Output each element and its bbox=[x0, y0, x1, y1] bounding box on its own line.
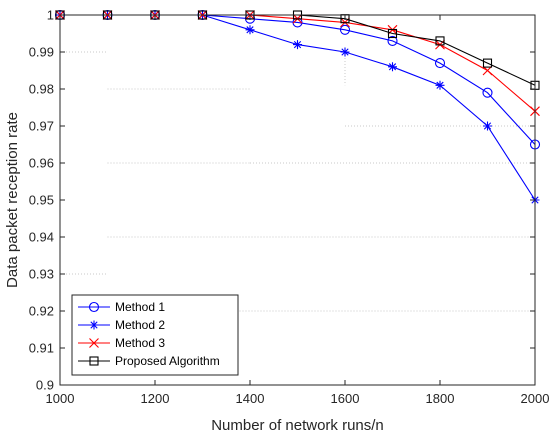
axes: 1000 1200 1400 1600 1800 2000 0.9 0.91 0.92 0.93 0… bbox=[29, 8, 550, 407]
legend-marker bbox=[88, 301, 100, 313]
legend-marker bbox=[89, 356, 99, 366]
data-point bbox=[483, 121, 492, 131]
y-axis-label: Data packet reception rate bbox=[4, 112, 21, 288]
data-point bbox=[388, 62, 397, 72]
legend-marker bbox=[89, 338, 99, 348]
y-tick-label: 0.9 bbox=[36, 378, 54, 393]
y-tick-label: 0.97 bbox=[29, 119, 54, 134]
y-tick-label: 0.95 bbox=[29, 193, 54, 208]
y-tick-label: 0.98 bbox=[29, 82, 54, 97]
x-axis-label: Number of network runs/n bbox=[211, 417, 384, 434]
x-tick-label: 2000 bbox=[521, 391, 550, 406]
y-tick-label: 0.93 bbox=[29, 267, 54, 282]
dotted-guides bbox=[60, 51, 535, 312]
data-point bbox=[435, 36, 445, 46]
legend-label: Proposed Algorithm bbox=[115, 354, 220, 368]
data-point bbox=[482, 58, 493, 68]
y-tick-label: 0.94 bbox=[29, 230, 54, 245]
legend-marker bbox=[89, 320, 99, 330]
data-point bbox=[340, 47, 350, 57]
y-tick-label: 0.92 bbox=[29, 304, 54, 319]
x-tick-label: 1000 bbox=[46, 391, 75, 406]
x-tick-label: 1400 bbox=[236, 391, 265, 406]
x-tick-label: 1200 bbox=[141, 391, 170, 406]
data-point bbox=[293, 40, 302, 50]
x-tick-label: 1600 bbox=[331, 391, 360, 406]
legend-label: Method 2 bbox=[115, 318, 165, 332]
y-tick-label: 0.96 bbox=[29, 156, 54, 171]
x-tick-label: 1800 bbox=[426, 391, 455, 406]
legend-label: Method 3 bbox=[115, 336, 165, 350]
data-point bbox=[434, 58, 446, 69]
y-tick-label: 0.91 bbox=[29, 341, 54, 356]
legend-label: Method 1 bbox=[115, 300, 165, 314]
y-tick-label: 1 bbox=[47, 8, 54, 23]
data-point bbox=[387, 28, 398, 39]
data-point bbox=[292, 17, 303, 28]
data-point bbox=[245, 25, 255, 35]
y-tick-label: 0.99 bbox=[29, 45, 54, 60]
data-point bbox=[339, 24, 351, 35]
data-point bbox=[387, 35, 398, 46]
legend-box bbox=[71, 294, 239, 376]
data-point bbox=[482, 87, 493, 98]
legend: Method 1 Method 2 Method 3 Proposed Algorit… bbox=[71, 294, 239, 376]
data-point bbox=[435, 80, 445, 90]
